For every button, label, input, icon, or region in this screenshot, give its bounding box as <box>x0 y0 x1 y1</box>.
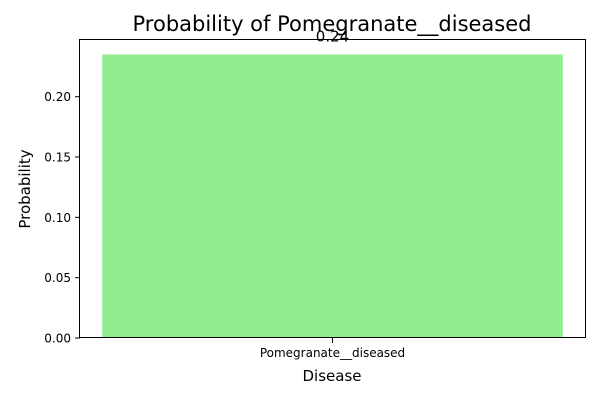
chart-title: Probability of Pomegranate__diseased <box>133 12 532 37</box>
x-tick-label: Pomegranate__diseased <box>260 346 405 360</box>
bar-value-label: 0.24 <box>316 27 349 45</box>
x-axis-label: Disease <box>303 367 362 385</box>
y-tick-label: 0.20 <box>44 90 71 104</box>
y-tick-label: 0.05 <box>44 271 71 285</box>
bar <box>102 54 563 339</box>
plot-frame <box>79 39 586 338</box>
plot-area: 0.24 <box>102 27 563 339</box>
y-axis: 0.00 0.05 0.10 0.15 0.20 <box>44 90 80 346</box>
x-axis: Pomegranate__diseased <box>260 338 405 360</box>
y-tick-label: 0.10 <box>44 211 71 225</box>
y-tick-label: 0.15 <box>44 151 71 165</box>
y-tick-label: 0.00 <box>44 332 71 346</box>
y-axis-label: Probability <box>16 149 34 228</box>
